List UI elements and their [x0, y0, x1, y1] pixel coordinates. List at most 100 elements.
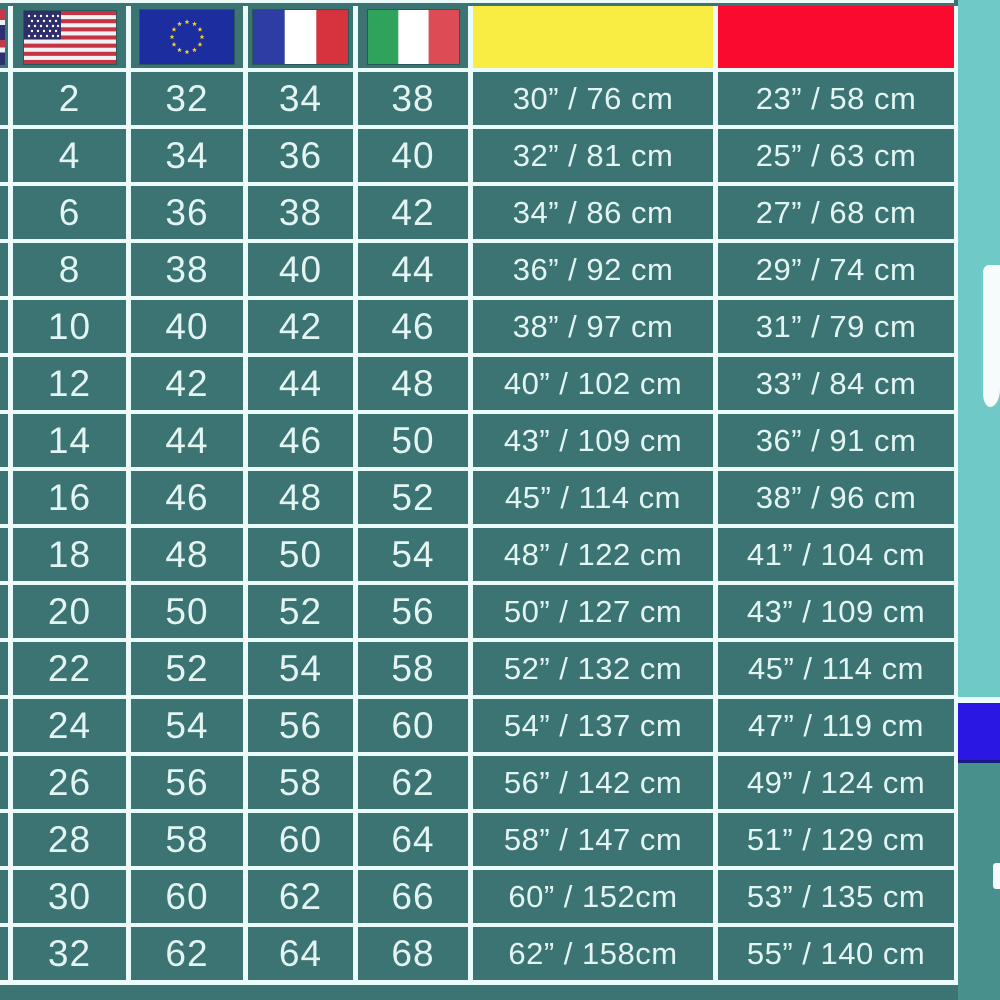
- cell-it: 48: [358, 357, 468, 410]
- cell-it: 60: [358, 699, 468, 752]
- cell-waist: 45” / 114 cm: [718, 642, 954, 695]
- cell-fr: 56: [248, 699, 353, 752]
- row-edge-cell: [0, 300, 8, 353]
- cell-us: 32: [13, 927, 126, 980]
- cell-eu: 42: [131, 357, 243, 410]
- france-flag-icon: [248, 6, 353, 68]
- cell-waist: 27” / 68 cm: [718, 186, 954, 239]
- row-edge-cell: [0, 813, 8, 866]
- cell-bust: 30” / 76 cm: [473, 72, 713, 125]
- cell-bust: 34” / 86 cm: [473, 186, 713, 239]
- cell-us: 28: [13, 813, 126, 866]
- cell-waist: 23” / 58 cm: [718, 72, 954, 125]
- cell-it: 52: [358, 471, 468, 524]
- cell-bust: 56” / 142 cm: [473, 756, 713, 809]
- cell-waist: 29” / 74 cm: [718, 243, 954, 296]
- cell-eu: 50: [131, 585, 243, 638]
- cell-fr: 44: [248, 357, 353, 410]
- cell-bust: 38” / 97 cm: [473, 300, 713, 353]
- cell-bust: 50” / 127 cm: [473, 585, 713, 638]
- cell-fr: 40: [248, 243, 353, 296]
- row-edge-cell: [0, 585, 8, 638]
- cell-us: 14: [13, 414, 126, 467]
- cell-us: 12: [13, 357, 126, 410]
- cell-bust: 36” / 92 cm: [473, 243, 713, 296]
- row-edge-cell: [0, 186, 8, 239]
- illustration-fragment-small: [993, 863, 1000, 889]
- cell-it: 58: [358, 642, 468, 695]
- cell-it: 38: [358, 72, 468, 125]
- cell-it: 66: [358, 870, 468, 923]
- cell-it: 64: [358, 813, 468, 866]
- cell-fr: 62: [248, 870, 353, 923]
- cell-bust: 48” / 122 cm: [473, 528, 713, 581]
- cell-waist: 25” / 63 cm: [718, 129, 954, 182]
- cell-waist: 41” / 104 cm: [718, 528, 954, 581]
- row-edge-cell: [0, 129, 8, 182]
- row-edge-cell: [0, 471, 8, 524]
- cell-fr: 34: [248, 72, 353, 125]
- row-edge-cell: [0, 699, 8, 752]
- cell-us: 22: [13, 642, 126, 695]
- cell-it: 46: [358, 300, 468, 353]
- cell-it: 56: [358, 585, 468, 638]
- uk-flag-partial-icon: [0, 6, 8, 68]
- row-edge-cell: [0, 927, 8, 980]
- cell-waist: 33” / 84 cm: [718, 357, 954, 410]
- cell-eu: 52: [131, 642, 243, 695]
- cell-fr: 48: [248, 471, 353, 524]
- row-edge-cell: [0, 357, 8, 410]
- cell-waist: 51” / 129 cm: [718, 813, 954, 866]
- cell-fr: 50: [248, 528, 353, 581]
- cell-it: 54: [358, 528, 468, 581]
- cell-fr: 36: [248, 129, 353, 182]
- cell-eu: 56: [131, 756, 243, 809]
- cell-bust: 60” / 152cm: [473, 870, 713, 923]
- cell-us: 6: [13, 186, 126, 239]
- side-panel: [958, 0, 1000, 1000]
- row-edge-cell: [0, 528, 8, 581]
- cell-us: 4: [13, 129, 126, 182]
- cell-it: 44: [358, 243, 468, 296]
- cell-bust: 43” / 109 cm: [473, 414, 713, 467]
- cell-fr: 46: [248, 414, 353, 467]
- cell-eu: 38: [131, 243, 243, 296]
- bust-header-block: [473, 6, 713, 68]
- row-edge-cell: [0, 72, 8, 125]
- cell-bust: 62” / 158cm: [473, 927, 713, 980]
- cell-waist: 49” / 124 cm: [718, 756, 954, 809]
- cell-eu: 32: [131, 72, 243, 125]
- row-edge-cell: [0, 870, 8, 923]
- cell-eu: 54: [131, 699, 243, 752]
- cell-us: 26: [13, 756, 126, 809]
- cell-fr: 58: [248, 756, 353, 809]
- cell-waist: 31” / 79 cm: [718, 300, 954, 353]
- size-table: 2 32 34 38 30” / 76 cm 23” / 58 cm 4 34 36 40 32” …: [0, 6, 958, 985]
- cell-eu: 58: [131, 813, 243, 866]
- cell-waist: 38” / 96 cm: [718, 471, 954, 524]
- cell-it: 62: [358, 756, 468, 809]
- cell-bust: 40” / 102 cm: [473, 357, 713, 410]
- cell-us: 10: [13, 300, 126, 353]
- cell-fr: 42: [248, 300, 353, 353]
- uk-flag-sliver: [0, 9, 5, 65]
- side-grid-line: [958, 697, 1000, 703]
- row-edge-cell: [0, 642, 8, 695]
- cell-fr: 64: [248, 927, 353, 980]
- row-edge-cell: [0, 414, 8, 467]
- cell-eu: 60: [131, 870, 243, 923]
- cell-bust: 32” / 81 cm: [473, 129, 713, 182]
- cell-eu: 34: [131, 129, 243, 182]
- cell-waist: 53” / 135 cm: [718, 870, 954, 923]
- cell-bust: 58” / 147 cm: [473, 813, 713, 866]
- cell-bust: 45” / 114 cm: [473, 471, 713, 524]
- cell-waist: 43” / 109 cm: [718, 585, 954, 638]
- top-grid-line: [0, 0, 954, 3]
- row-edge-cell: [0, 243, 8, 296]
- cell-it: 68: [358, 927, 468, 980]
- us-flag-icon: [13, 6, 126, 68]
- cell-eu: 44: [131, 414, 243, 467]
- cell-eu: 62: [131, 927, 243, 980]
- blue-block: [958, 703, 1000, 763]
